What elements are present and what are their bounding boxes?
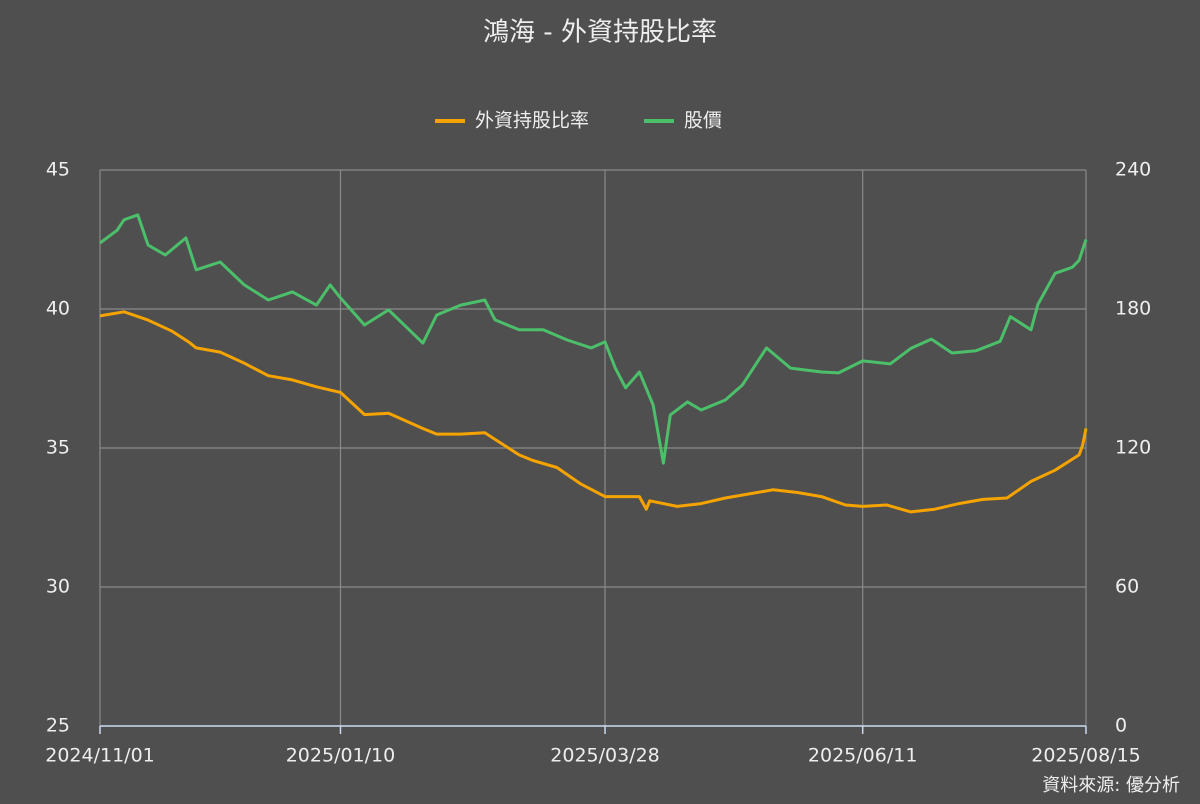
data-line [99, 310, 1088, 514]
y-tick-label: 40 [46, 298, 70, 320]
x-tick-label: 2025/08/15 [1031, 745, 1141, 767]
legend-label: 股價 [684, 110, 722, 132]
x-tick-label: 2024/11/01 [45, 745, 155, 767]
legend-label: 外資持股比率 [475, 110, 589, 132]
y-tick-label: 25 [46, 715, 70, 737]
x-tick-label: 2025/06/11 [808, 745, 918, 767]
source-note: 資料來源: 優分析 [1042, 775, 1180, 796]
x-tick-label: 2025/01/10 [286, 745, 396, 767]
chart-title: 鴻海 - 外資持股比率 [483, 18, 717, 48]
y2-tick-label: 60 [1115, 576, 1139, 598]
y2-tick-label: 0 [1115, 715, 1127, 737]
y-tick-label: 30 [46, 576, 70, 598]
y-tick-label: 45 [46, 159, 70, 181]
y2-tick-label: 120 [1115, 437, 1151, 459]
y2-tick-label: 180 [1115, 298, 1151, 320]
data-line [99, 213, 1088, 465]
y-tick-label: 35 [46, 437, 70, 459]
y2-tick-label: 240 [1115, 159, 1151, 181]
x-tick-label: 2025/03/28 [550, 745, 660, 767]
